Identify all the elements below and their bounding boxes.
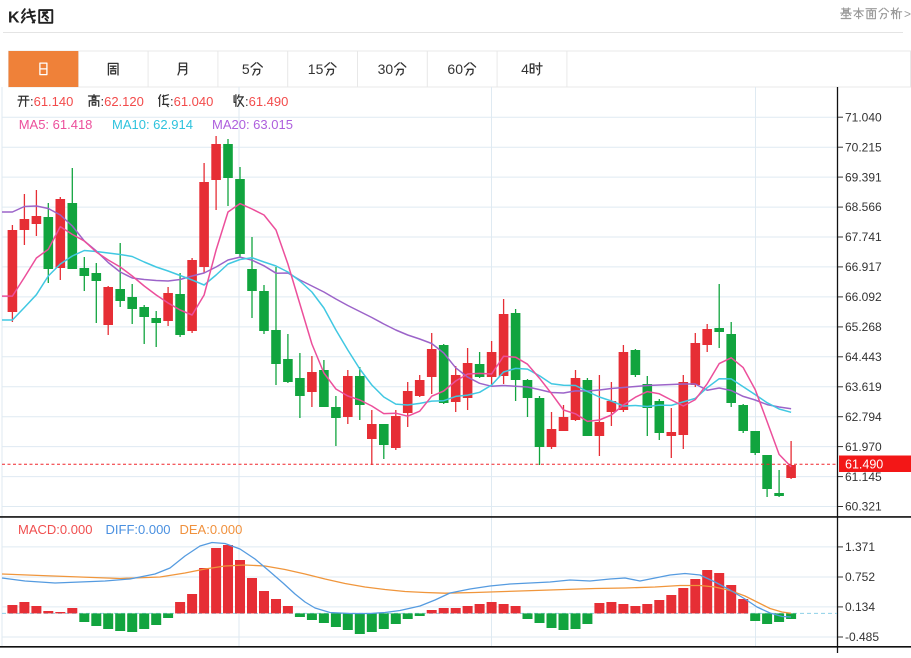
svg-text:DEA:0.000: DEA:0.000 [180, 522, 243, 537]
svg-text:0: 0 [455, 61, 463, 77]
svg-text:61.490: 61.490 [249, 94, 289, 109]
svg-text::: : [245, 94, 249, 109]
svg-text::: : [101, 94, 105, 109]
svg-text:61.145: 61.145 [845, 470, 882, 484]
svg-text:-0.485: -0.485 [845, 630, 879, 644]
svg-text:3: 3 [378, 61, 386, 77]
svg-text:MA20: 63.015: MA20: 63.015 [212, 117, 293, 132]
svg-text:66.092: 66.092 [845, 290, 882, 304]
svg-text:62.120: 62.120 [104, 94, 144, 109]
svg-text:MACD:0.000: MACD:0.000 [18, 522, 92, 537]
svg-text:69.391: 69.391 [845, 170, 882, 184]
svg-text:61.040: 61.040 [174, 94, 214, 109]
svg-text:DIFF:0.000: DIFF:0.000 [106, 522, 171, 537]
svg-text:5: 5 [242, 61, 250, 77]
svg-text:0: 0 [385, 61, 393, 77]
svg-text:67.741: 67.741 [845, 230, 882, 244]
svg-text:62.794: 62.794 [845, 410, 882, 424]
svg-text:60.321: 60.321 [845, 500, 882, 514]
svg-text:61.970: 61.970 [845, 440, 882, 454]
svg-text:4: 4 [521, 61, 529, 77]
svg-text:K: K [8, 10, 20, 27]
svg-text:66.917: 66.917 [845, 260, 882, 274]
svg-text:MA5: 61.418: MA5: 61.418 [19, 117, 93, 132]
svg-text:1: 1 [308, 61, 316, 77]
svg-text:0.134: 0.134 [845, 600, 875, 614]
svg-text:68.566: 68.566 [845, 200, 882, 214]
svg-text:64.443: 64.443 [845, 350, 882, 364]
svg-text:0.752: 0.752 [845, 570, 875, 584]
svg-text::: : [170, 94, 174, 109]
svg-text:MA10: 62.914: MA10: 62.914 [112, 117, 193, 132]
svg-text:5: 5 [316, 61, 324, 77]
svg-text:65.268: 65.268 [845, 320, 882, 334]
svg-text::: : [30, 94, 34, 109]
svg-text:6: 6 [447, 61, 455, 77]
svg-text:71.040: 71.040 [845, 110, 882, 124]
svg-text:63.619: 63.619 [845, 380, 882, 394]
svg-text:>: > [904, 7, 911, 21]
svg-text:61.490: 61.490 [845, 457, 883, 471]
svg-text:1.371: 1.371 [845, 540, 875, 554]
svg-text:61.140: 61.140 [34, 94, 74, 109]
svg-text:70.215: 70.215 [845, 140, 882, 154]
